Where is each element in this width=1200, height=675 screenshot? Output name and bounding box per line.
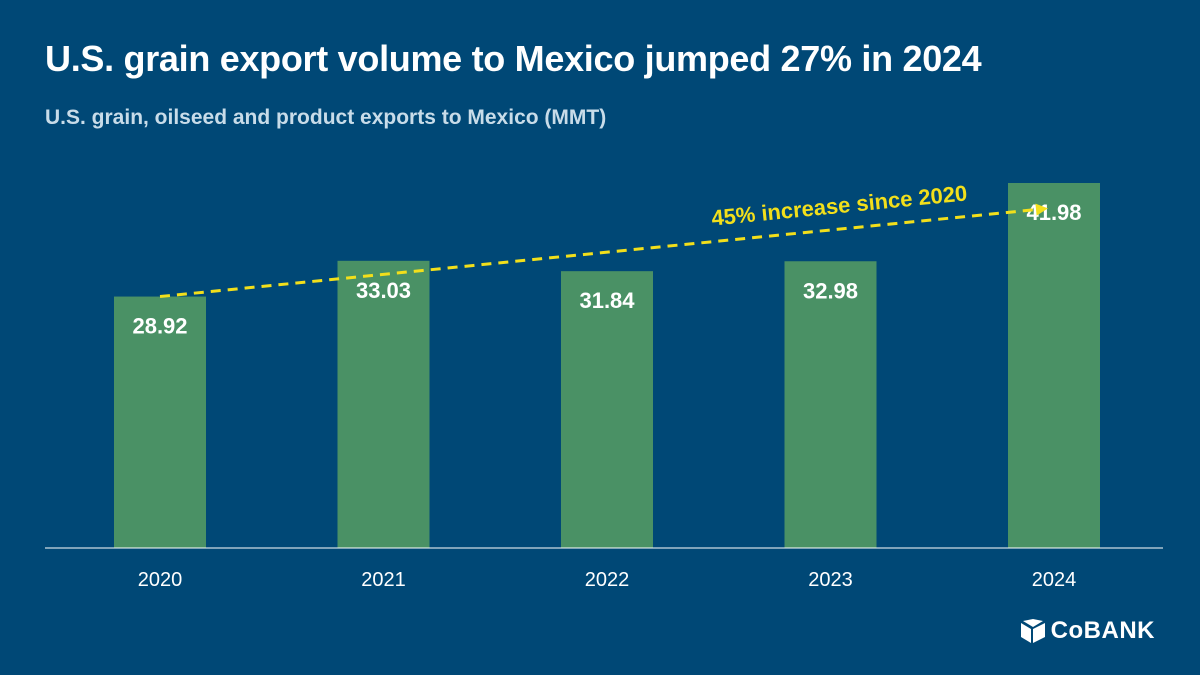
bar-2020	[114, 296, 206, 548]
data-label-2023: 32.98	[803, 278, 858, 303]
chart-title: U.S. grain export volume to Mexico jumpe…	[45, 38, 982, 79]
x-tick-label-2020: 2020	[138, 569, 183, 591]
trend-arrow-line	[159, 207, 1043, 299]
data-label-2020: 28.92	[132, 314, 187, 339]
x-tick-label-2022: 2022	[585, 569, 630, 591]
data-label-2022: 31.84	[579, 288, 635, 313]
bar-2024	[1008, 183, 1100, 548]
x-tick-label-2021: 2021	[361, 569, 406, 591]
cobank-logo: CoBANK	[1020, 617, 1155, 645]
data-label-2021: 33.03	[356, 278, 411, 303]
cobank-logo-text: CoBANK	[1050, 617, 1155, 644]
x-tick-label-2024: 2024	[1032, 569, 1077, 591]
bar-2023	[784, 261, 877, 548]
trend-arrow-head	[1035, 203, 1048, 216]
data-label-2024: 41.98	[1026, 200, 1081, 225]
x-tick-label-2023: 2023	[808, 569, 853, 591]
trend-annotation: 45% increase since 2020	[710, 180, 968, 230]
cobank-logo-icon	[1020, 619, 1045, 643]
bar-2021	[337, 260, 430, 548]
chart-subtitle: U.S. grain, oilseed and product exports …	[45, 106, 607, 129]
bar-2022	[561, 271, 653, 548]
